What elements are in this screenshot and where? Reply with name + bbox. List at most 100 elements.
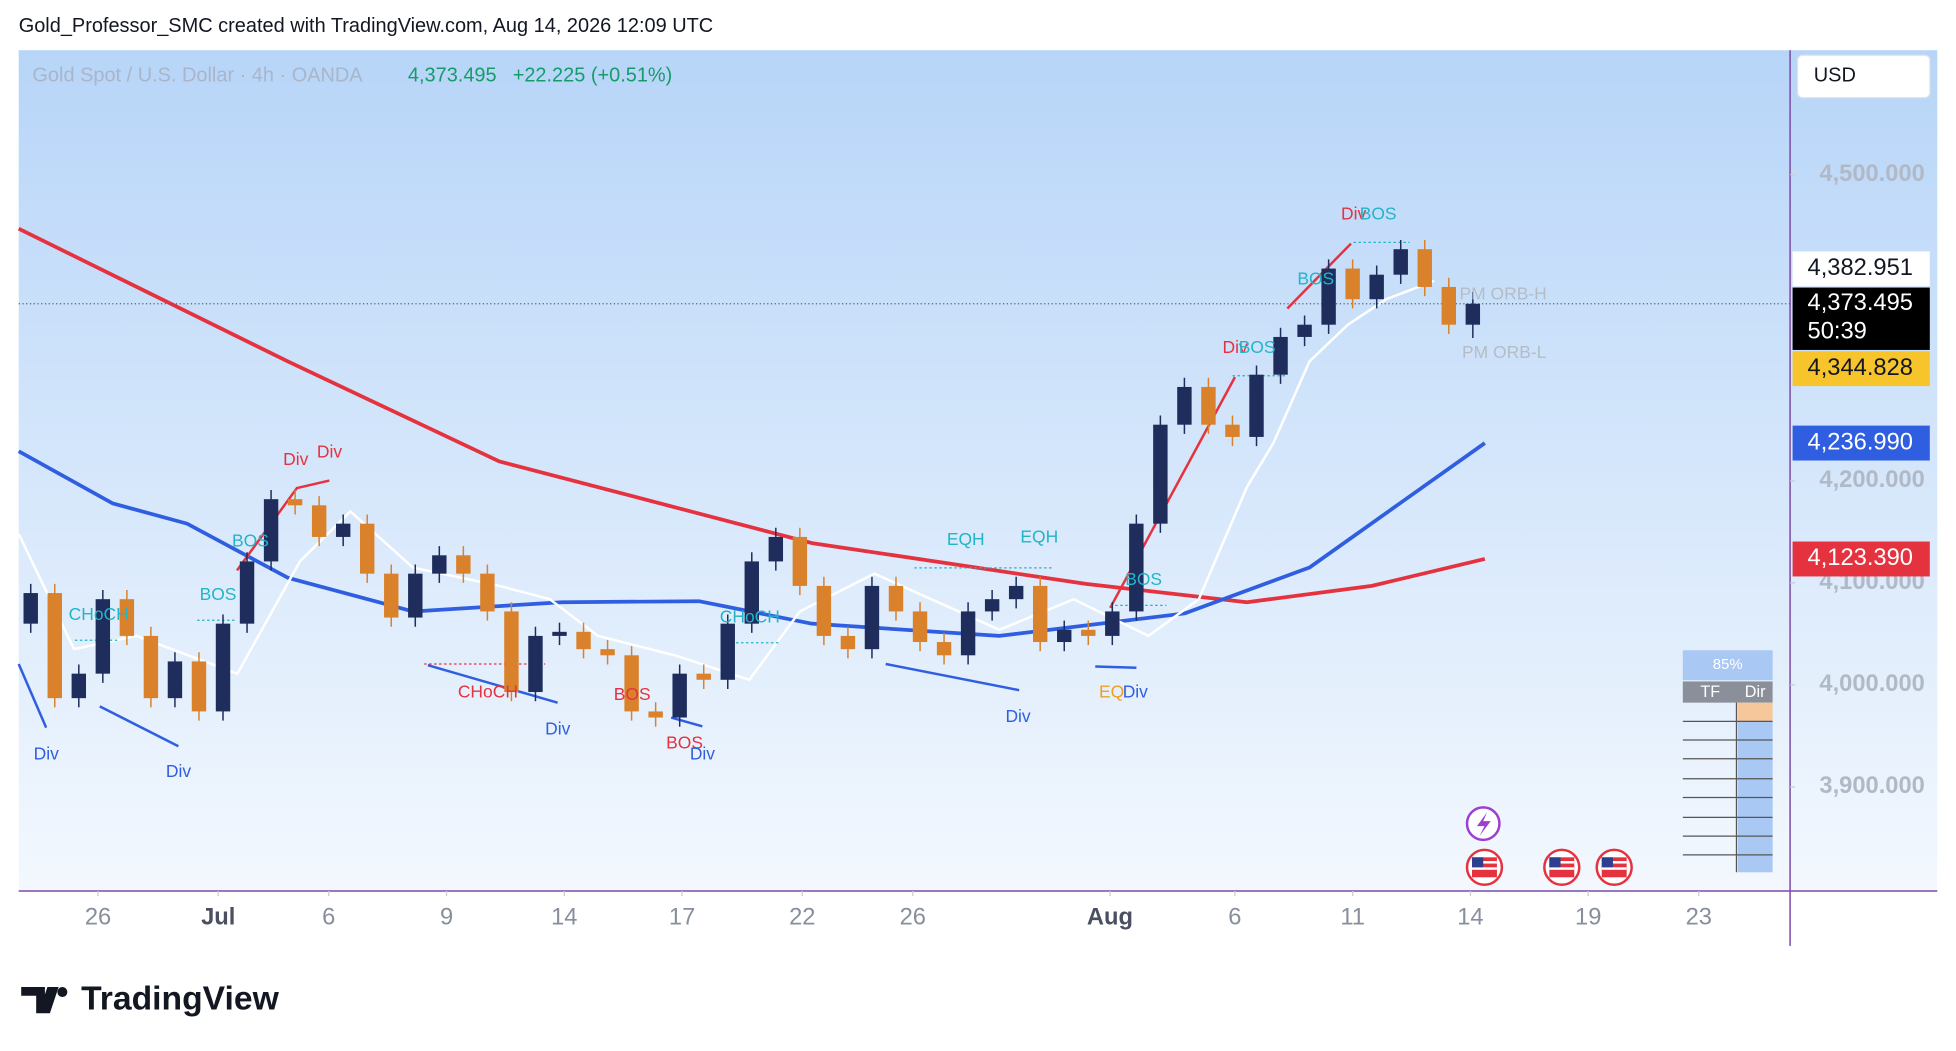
time-axis <box>18 891 1791 946</box>
table-header-cell: Dir <box>1745 683 1766 701</box>
price-label: 4,123.390 <box>1808 545 1913 571</box>
x-tick-label: 22 <box>789 905 815 931</box>
candle-body <box>1057 629 1072 643</box>
candle-body <box>456 555 471 574</box>
logo-text: TradingView <box>81 981 280 1018</box>
price-label: 4,373.495 <box>1808 290 1913 316</box>
price-label: 4,382.951 <box>1808 255 1913 281</box>
candle-body <box>720 623 735 680</box>
lightning <box>1476 812 1491 837</box>
structure-line <box>885 662 1020 692</box>
x-tick-label: 6 <box>1228 905 1241 931</box>
y-tick-label: 4,200.000 <box>1819 467 1924 493</box>
currency[interactable]: USD <box>1814 65 1856 87</box>
candle-body <box>1081 629 1096 636</box>
candle-layer <box>23 240 1481 727</box>
candle-body <box>576 631 591 650</box>
plot-area <box>18 50 1791 892</box>
attribution: Gold_Professor_SMC created with TradingV… <box>19 15 714 37</box>
candle-body <box>624 655 639 712</box>
flag-icon[interactable] <box>1465 848 1504 887</box>
last-price: 4,373.495 <box>408 65 497 87</box>
candle-body <box>215 623 231 712</box>
candle-body <box>1105 611 1120 636</box>
x-tick-label: 26 <box>85 905 111 931</box>
candle-body <box>1032 585 1048 643</box>
candle-body <box>1225 424 1240 437</box>
axis-layer: 3,900.0004,000.0004,100.0004,200.0004,50… <box>85 161 1930 931</box>
table-rules <box>1682 702 1773 873</box>
candle-body <box>480 573 495 612</box>
candle-body <box>816 585 832 636</box>
event-icons <box>1465 806 1633 887</box>
x-tick-label: 14 <box>1457 905 1483 931</box>
candle-body <box>1177 386 1192 425</box>
price-label-box <box>1792 351 1930 387</box>
annotation: CHoCH <box>458 681 518 701</box>
x-tick-label: 11 <box>1340 905 1365 931</box>
annotation: BOS <box>200 584 237 604</box>
moving-average <box>17 227 1486 605</box>
x-tick-label: 14 <box>551 905 577 931</box>
candle-body <box>960 611 976 656</box>
candle-body <box>263 499 279 562</box>
annotation: BOS <box>614 684 651 704</box>
annotation: CHoCH <box>720 606 780 626</box>
candle-body <box>672 673 687 718</box>
table-header-row <box>1682 681 1773 703</box>
annotation: CHoCH <box>69 604 129 624</box>
logo-mark <box>21 987 68 1014</box>
candle-body <box>1321 268 1336 325</box>
candle-body <box>47 593 62 699</box>
annotation: Div <box>283 449 308 469</box>
candle-body <box>552 631 567 636</box>
candle-body <box>408 573 423 618</box>
candle-body <box>191 661 207 712</box>
candle-body <box>504 611 519 693</box>
annotation: Div <box>1123 681 1148 701</box>
x-tick-label: 19 <box>1575 905 1601 931</box>
annotation: EQH <box>947 529 985 549</box>
structure-line <box>17 663 48 729</box>
candle-body <box>696 673 711 680</box>
candle-body <box>1441 286 1457 325</box>
annotation: BOS <box>1297 268 1334 288</box>
candle-body <box>311 505 327 537</box>
flag-icon[interactable] <box>1595 848 1633 887</box>
candle-body <box>1345 268 1360 300</box>
annotation: EQH <box>1020 527 1058 547</box>
annotation: BOS <box>666 732 703 752</box>
x-tick-label: 9 <box>440 905 453 931</box>
candle-body <box>143 635 159 699</box>
signal-table: 85% TF Dir <box>1682 650 1773 873</box>
x-tick-label: 23 <box>1686 905 1712 931</box>
y-tick-label: 3,900.000 <box>1819 773 1924 799</box>
structure-line <box>670 716 703 728</box>
annotation: BOS <box>232 530 269 550</box>
price-axis <box>1790 50 1938 892</box>
overlay-layer <box>17 227 1791 682</box>
candle-body <box>335 523 351 537</box>
structure-line <box>1095 665 1137 669</box>
annotation: Div <box>690 744 715 764</box>
price-label-box <box>1792 541 1930 577</box>
x-tick-label: 17 <box>669 905 695 931</box>
candle-body <box>119 599 135 636</box>
annotation: Div <box>317 442 342 462</box>
candle-body <box>600 649 615 656</box>
structure-line <box>1286 242 1352 310</box>
candle-body <box>864 585 880 650</box>
flag-icon[interactable] <box>1543 848 1581 887</box>
y-tick-label: 4,000.000 <box>1819 671 1924 697</box>
candle-body <box>912 611 928 643</box>
price-label-box <box>1792 251 1930 287</box>
candle-body <box>1153 424 1168 524</box>
price-change: +22.225 (+0.51%) <box>513 65 673 87</box>
moving-average <box>17 279 1435 682</box>
candle-body <box>768 536 784 562</box>
annotation: BOS <box>1360 203 1397 223</box>
candle-body <box>1297 324 1312 337</box>
currency-button[interactable] <box>1796 54 1931 99</box>
candle-body <box>1129 523 1144 612</box>
